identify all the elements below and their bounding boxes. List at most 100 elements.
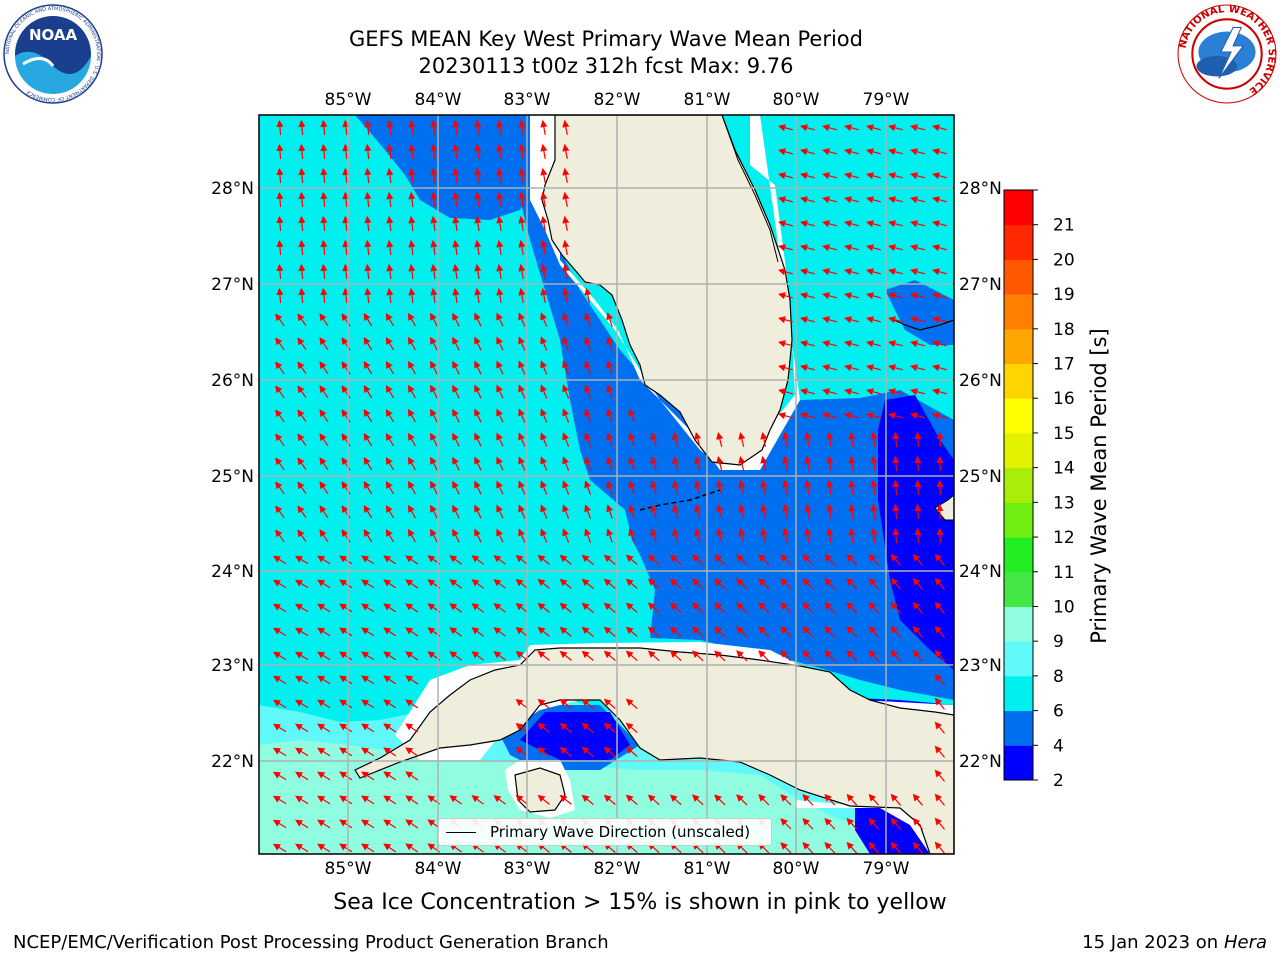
wave-arrow: [540, 408, 548, 423]
wave-arrow: [888, 148, 903, 156]
wave-arrow: [430, 143, 438, 159]
wave-arrow: [910, 172, 925, 180]
wave-arrow: [870, 479, 878, 496]
lon-label-bottom: 83°W: [504, 859, 551, 879]
wave-arrow: [363, 384, 373, 399]
wave-arrow: [760, 503, 768, 520]
wave-arrow: [452, 528, 460, 543]
wave-arrow: [581, 794, 594, 805]
wave-arrow: [317, 771, 331, 781]
wave-arrow: [361, 627, 375, 637]
legend-line-icon: [446, 831, 476, 833]
wave-arrow: [826, 503, 834, 519]
wave-arrow: [276, 119, 284, 136]
wave-arrow: [518, 191, 526, 208]
wave-arrow: [584, 504, 592, 519]
colorbar-segment: [1004, 745, 1033, 781]
wave-arrow: [430, 287, 438, 303]
colorbar-segment: [1004, 606, 1033, 642]
map-plot-area: [259, 115, 954, 854]
wave-arrow: [802, 602, 814, 614]
colorbar-segment: [1004, 710, 1033, 746]
wave-arrow: [320, 167, 328, 184]
wave-arrow: [405, 771, 419, 781]
wave-arrow: [848, 455, 856, 471]
colorbar-tick-label: 12: [1053, 528, 1075, 548]
wave-arrow: [496, 504, 504, 519]
wave-direction-arrows: [272, 119, 947, 854]
wave-arrow: [408, 384, 416, 399]
wave-arrow: [936, 527, 944, 544]
wave-arrow: [778, 388, 793, 396]
wave-arrow: [493, 651, 506, 661]
wave-arrow: [430, 456, 438, 471]
wave-arrow: [848, 431, 856, 447]
wave-arrow: [780, 626, 792, 638]
wave-arrow: [716, 432, 724, 447]
lat-label-left: 23°N: [211, 656, 254, 676]
wave-arrow: [866, 412, 881, 420]
wave-arrow: [888, 124, 903, 132]
wave-arrow: [826, 455, 834, 471]
wave-arrow: [317, 603, 331, 613]
wave-arrow: [339, 795, 353, 805]
wave-arrow: [782, 479, 790, 496]
wave-arrow: [866, 268, 881, 276]
wave-arrow: [363, 456, 373, 471]
footer-credit: NCEP/EMC/Verification Post Processing Pr…: [13, 932, 609, 953]
wave-arrow: [738, 480, 746, 495]
wave-arrow: [800, 220, 815, 228]
wave-arrow: [780, 842, 792, 854]
wave-arrow: [824, 602, 836, 614]
map-gridlines: [259, 115, 954, 854]
colorbar: 2 4 6 8 9 10 11 12 13 14 15 16 17 18 19 20 21: [1003, 189, 1075, 791]
wave-arrow: [272, 579, 287, 589]
wave-arrow: [386, 263, 394, 279]
wave-arrow: [518, 528, 526, 543]
wave-arrow: [452, 504, 460, 519]
wave-arrow: [405, 627, 419, 637]
wave-arrow: [912, 601, 923, 614]
wave-arrow: [474, 287, 482, 303]
wave-arrow: [912, 817, 923, 830]
wave-arrow: [694, 456, 702, 471]
wave-arrow: [518, 167, 526, 184]
wave-arrow: [298, 143, 306, 160]
wave-arrow: [342, 287, 350, 304]
wave-arrow: [758, 578, 770, 590]
lat-label-left: 28°N: [211, 179, 254, 199]
wave-arrow: [562, 480, 570, 495]
wave-arrow: [540, 504, 548, 519]
wave-arrow: [606, 432, 614, 447]
wave-arrow: [562, 191, 570, 208]
wave-arrow: [540, 336, 548, 351]
wave-arrow: [584, 528, 592, 543]
wave-arrow: [892, 431, 900, 448]
wave-arrow: [297, 457, 307, 471]
wave-arrow: [294, 843, 309, 853]
wave-arrow: [932, 340, 947, 348]
wave-arrow: [647, 554, 660, 566]
wave-arrow: [714, 554, 726, 566]
wave-arrow: [603, 602, 616, 613]
wave-arrow: [844, 364, 859, 372]
wave-arrow: [537, 650, 550, 661]
wave-arrow: [385, 312, 395, 327]
wave-arrow: [474, 215, 482, 231]
wave-arrow: [584, 312, 592, 327]
wave-arrow: [888, 412, 903, 420]
lat-labels-left: 28°N 27°N 26°N 25°N 24°N 23°N 22°N: [211, 179, 254, 772]
wave-arrow: [317, 555, 331, 565]
wave-arrow: [471, 555, 484, 565]
wave-arrow: [361, 579, 375, 589]
wave-arrow: [934, 817, 945, 830]
wave-arrow: [738, 456, 746, 471]
wave-arrow: [518, 408, 526, 423]
wave-arrow: [826, 479, 834, 495]
wave-arrow: [339, 675, 353, 685]
lon-label-top: 81°W: [684, 90, 731, 110]
wave-arrow: [758, 626, 770, 638]
wave-arrow: [888, 340, 903, 348]
wave-arrow: [914, 527, 922, 544]
wave-arrow: [298, 119, 306, 136]
